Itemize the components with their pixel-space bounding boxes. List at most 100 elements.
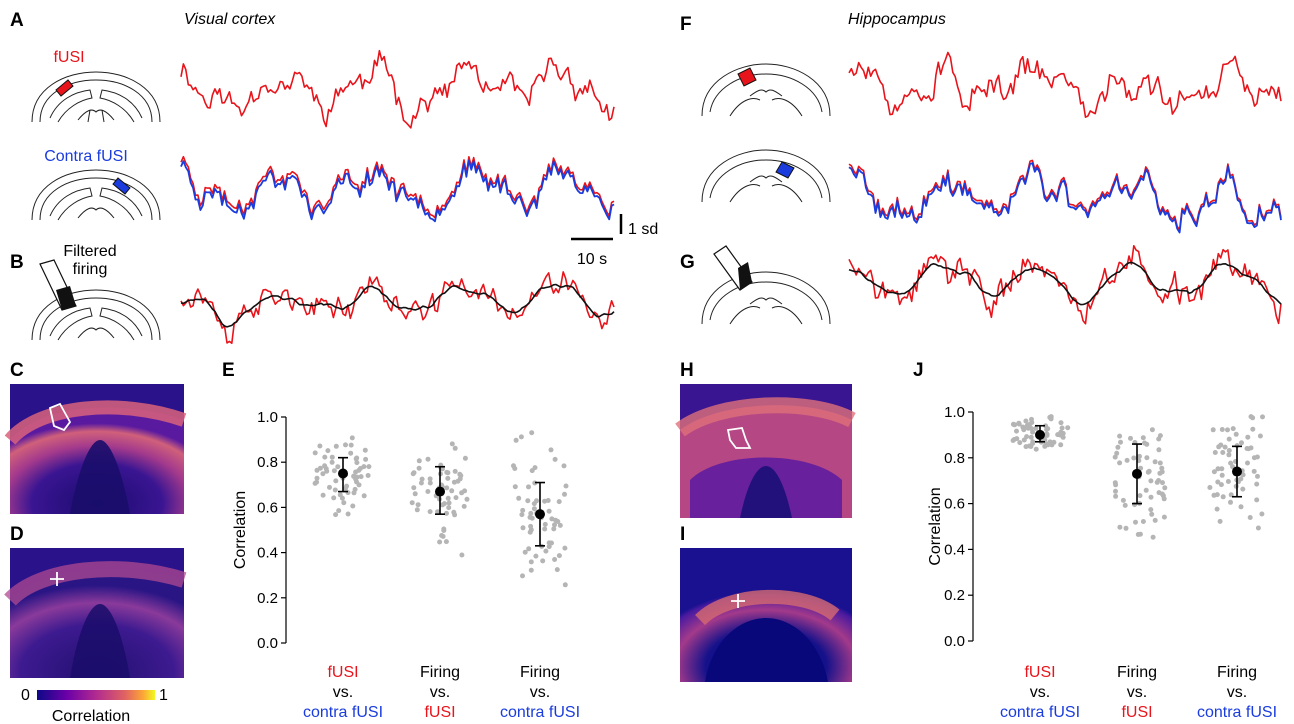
data-point xyxy=(1024,434,1030,440)
data-point xyxy=(314,475,320,481)
data-point xyxy=(1033,425,1039,431)
data-point xyxy=(1220,450,1226,455)
data-point xyxy=(1222,444,1228,450)
y-tick-label: 0.2 xyxy=(257,590,278,607)
data-point xyxy=(1144,455,1150,461)
data-point xyxy=(1114,450,1120,456)
data-point xyxy=(1131,455,1137,461)
data-point xyxy=(522,549,528,555)
data-point xyxy=(418,480,424,486)
brain-schematic-b xyxy=(31,259,161,341)
data-point xyxy=(331,468,337,474)
data-point xyxy=(1257,433,1263,439)
data-point xyxy=(549,516,555,522)
data-point xyxy=(325,448,331,454)
category-label: Firing xyxy=(520,664,560,681)
panel-label-a: A xyxy=(10,10,24,31)
data-point xyxy=(1118,439,1123,445)
data-point xyxy=(512,484,518,490)
colorbar: 0 1 Correlation xyxy=(21,687,168,724)
data-point xyxy=(442,501,447,507)
data-point xyxy=(1220,494,1226,500)
data-point xyxy=(1045,442,1051,448)
data-point xyxy=(1065,425,1071,431)
data-point xyxy=(562,582,568,588)
data-point xyxy=(366,464,372,470)
traces xyxy=(180,49,1282,345)
data-point xyxy=(1212,450,1218,455)
panel-label-e: E xyxy=(222,360,235,381)
data-point xyxy=(1160,493,1166,499)
data-point xyxy=(345,511,351,517)
data-point xyxy=(520,573,525,579)
data-point xyxy=(1140,435,1146,441)
y-tick-label: 0.8 xyxy=(944,450,965,467)
data-point xyxy=(329,454,335,460)
data-point xyxy=(361,493,367,499)
data-point xyxy=(409,500,415,506)
data-point xyxy=(1211,469,1217,475)
data-point xyxy=(344,483,350,489)
trace-hippocampus-fusi xyxy=(848,51,1282,118)
data-point xyxy=(1117,460,1123,466)
data-point xyxy=(1215,466,1221,472)
data-point xyxy=(1225,427,1230,433)
data-point xyxy=(1023,418,1029,424)
data-point xyxy=(1259,511,1265,517)
data-point xyxy=(554,567,560,573)
data-point xyxy=(1218,482,1224,488)
data-point xyxy=(1058,442,1064,448)
data-point xyxy=(1030,429,1036,435)
panel-label-b: B xyxy=(10,252,24,273)
category-label: vs. xyxy=(1030,684,1050,701)
data-point xyxy=(365,473,371,478)
data-point xyxy=(462,488,468,494)
trace-visual-contra-fusi xyxy=(180,159,615,223)
data-point xyxy=(446,505,452,511)
data-point xyxy=(458,473,464,479)
data-point xyxy=(1020,424,1026,430)
data-point xyxy=(350,503,356,509)
data-point xyxy=(1120,497,1126,503)
chart-j: 0.0 0.2 0.4 0.6 0.8 1.0 Correlation fUSI vs. cont… xyxy=(927,404,1277,721)
data-point xyxy=(1255,525,1261,531)
data-point xyxy=(411,485,417,491)
data-point xyxy=(1219,427,1225,432)
colorbar-label: Correlation xyxy=(52,708,130,724)
data-point xyxy=(1148,494,1154,500)
data-point xyxy=(322,454,328,460)
data-point xyxy=(1024,422,1030,428)
data-point xyxy=(1137,453,1142,459)
data-point xyxy=(1124,457,1130,463)
data-point xyxy=(1051,439,1057,445)
data-point xyxy=(444,510,449,516)
data-point xyxy=(1156,447,1162,453)
data-point xyxy=(545,498,551,503)
y-tick-label: 0.4 xyxy=(257,545,278,562)
data-point xyxy=(1248,445,1254,451)
data-point xyxy=(337,492,343,498)
data-point xyxy=(563,483,569,489)
data-point xyxy=(1161,514,1167,520)
y-tick-label: 1.0 xyxy=(944,404,965,421)
data-point xyxy=(1122,502,1128,508)
title-visual-cortex: Visual cortex xyxy=(184,11,276,28)
data-point xyxy=(1133,519,1138,525)
data-point xyxy=(1240,472,1246,478)
trace-hippocampus-contra-fusi xyxy=(848,162,1282,234)
data-point xyxy=(533,553,539,559)
data-point xyxy=(459,552,465,558)
data-point xyxy=(427,480,433,486)
data-point xyxy=(348,442,354,448)
category-label: Firing xyxy=(420,664,460,681)
data-point xyxy=(1113,488,1118,494)
data-point xyxy=(1154,479,1160,485)
data-point xyxy=(1226,452,1232,458)
data-point xyxy=(552,456,558,462)
data-point xyxy=(529,468,535,474)
category-label: contra fUSI xyxy=(1000,704,1080,721)
data-point xyxy=(449,488,455,494)
data-point xyxy=(540,558,546,564)
data-point xyxy=(1140,519,1146,524)
data-point xyxy=(1150,534,1156,540)
